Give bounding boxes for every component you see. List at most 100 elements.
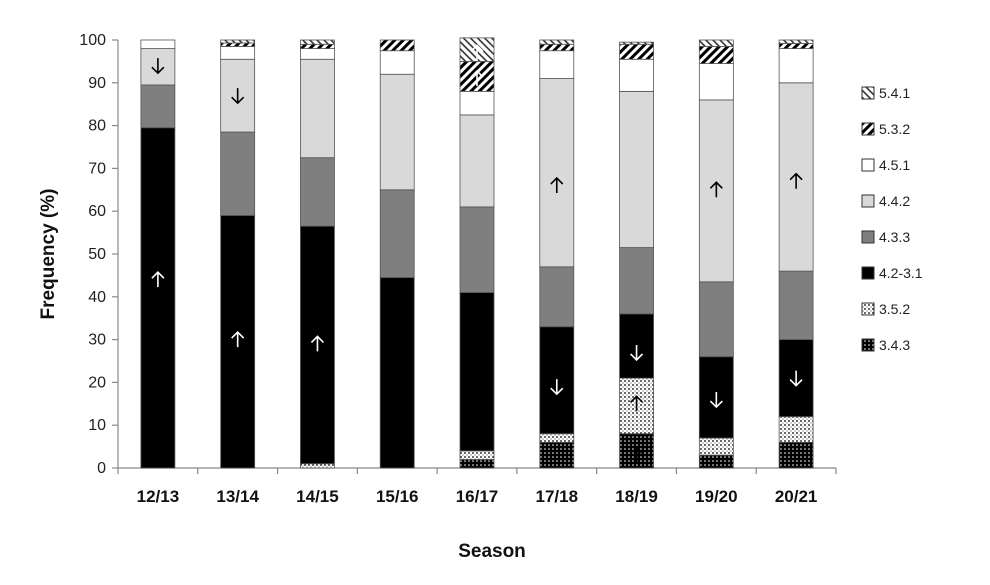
arrow-down-icon	[629, 344, 644, 362]
bar-segment-4-3-3	[459, 206, 495, 293]
y-tick-label: 10	[88, 417, 106, 434]
bar-segment-4-3-3	[619, 247, 654, 315]
bar-segment-5-3-2	[220, 42, 256, 47]
bar-segment-4-3-3	[539, 266, 575, 328]
arrow-down-icon	[789, 370, 803, 387]
bar-segment-5-3-2	[300, 43, 335, 49]
trend-arrows	[151, 44, 803, 463]
bar-segment-4-2-3-1	[140, 127, 176, 469]
legend-swatch	[861, 230, 875, 244]
x-tick-label: 15/16	[376, 487, 419, 506]
bar-segment-4-4-2	[379, 73, 415, 191]
legend-item: 4.2-3.1	[861, 265, 923, 281]
bar-segment-4-5-1	[459, 90, 495, 116]
bar-segment-5-3-2	[698, 46, 734, 64]
x-tick-label: 13/14	[216, 487, 259, 506]
arrow-down-icon	[709, 392, 723, 409]
legend-item: 5.3.2	[861, 121, 910, 137]
legend-label: 5.3.2	[879, 121, 910, 137]
bar-segment-4-3-3	[698, 281, 734, 358]
x-tick-label: 16/17	[456, 487, 499, 506]
y-tick-label: 60	[88, 203, 106, 220]
bar-segment-4-5-1	[379, 50, 415, 75]
legend-label: 4.3.3	[879, 229, 910, 245]
y-tick-label: 30	[88, 332, 106, 349]
bar-segment-5-4-1	[539, 39, 575, 45]
y-tick-label: 70	[88, 160, 106, 177]
y-tick-label: 50	[88, 246, 106, 263]
y-axis-title: Frequency (%)	[38, 189, 59, 320]
bar-segment-5-3-2	[778, 43, 814, 49]
x-tick-label: 14/15	[296, 487, 339, 506]
x-tick-label: 19/20	[695, 487, 738, 506]
legend-label: 3.5.2	[879, 301, 910, 317]
bar-segment-4-2-3-1	[379, 277, 415, 469]
bar-stack-16-17	[459, 37, 495, 469]
bar-segment-4-5-1	[698, 63, 734, 101]
bar-segment-4-3-3	[220, 131, 256, 216]
legend: 5.4.1 5.3.2 4.5.1 4.4.2 4.3.3 4.2-3.1 3.5.2 3.4…	[861, 85, 923, 353]
x-tick-label: 12/13	[137, 487, 180, 506]
bar-segment-5-3-2	[539, 43, 575, 52]
y-tick-label: 0	[97, 460, 106, 477]
bar-segment-4-5-1	[539, 50, 575, 79]
bar-segment-4-5-1	[140, 39, 176, 49]
bar-segment-4-4-2	[619, 90, 654, 248]
y-tick-label: 100	[79, 32, 106, 49]
x-axis-title: Season	[458, 541, 526, 562]
bar-segment-4-3-3	[140, 84, 176, 129]
legend-swatch	[861, 302, 875, 316]
arrow-up-icon	[629, 446, 644, 463]
legend-item: 5.4.1	[861, 85, 910, 101]
legend-swatch	[861, 194, 875, 208]
bar-segment-5-4-1	[619, 41, 654, 45]
axis-labels: 0 10 20 30 40 50 60 70 80 90 100 12/13 13/14 14/15 15/…	[38, 32, 817, 562]
bar-segment-5-3-2	[619, 43, 654, 60]
legend-item: 4.3.3	[861, 229, 910, 245]
arrow-up-icon	[629, 395, 644, 412]
bar-segment-5-4-1	[698, 39, 734, 47]
arrow-up-icon	[470, 69, 484, 87]
legend-item: 4.4.2	[861, 193, 910, 209]
x-tick-label: 17/18	[536, 487, 579, 506]
bar-segment-4-2-3-1	[459, 292, 495, 452]
legend-swatch	[861, 338, 875, 352]
bar-segment-5-4-1	[300, 39, 335, 45]
y-tick-label: 40	[88, 289, 106, 306]
legend-swatch	[861, 122, 875, 136]
bar-segment-3-5-2	[539, 433, 575, 443]
legend-swatch	[861, 86, 875, 100]
arrow-up-icon	[231, 330, 245, 348]
legend-item: 3.4.3	[861, 337, 910, 353]
bar-segment-3-4-3	[459, 459, 495, 469]
arrow-down-icon	[231, 88, 245, 105]
bar-stack-18-19	[619, 41, 654, 469]
bar-segment-3-5-2	[300, 463, 335, 469]
bar-segment-3-4-3	[539, 441, 575, 469]
arrow-up-icon	[709, 181, 723, 198]
bar-segment-4-3-3	[300, 157, 335, 227]
legend-label: 4.5.1	[879, 157, 910, 173]
bar-segment-3-5-2	[778, 416, 814, 443]
legend-label: 3.4.3	[879, 337, 910, 353]
bar-segment-4-5-1	[619, 58, 654, 92]
legend-label: 4.2-3.1	[879, 265, 923, 281]
arrow-down-icon	[550, 379, 564, 396]
legend-label: 4.4.2	[879, 193, 910, 209]
legend-swatch	[861, 266, 875, 280]
bar-segment-3-4-3	[698, 454, 734, 469]
y-tick-label: 20	[88, 374, 106, 391]
bar-stack-15-16	[379, 39, 415, 469]
bar-segment-4-4-2	[539, 78, 575, 268]
bar-stack-20-21	[778, 39, 814, 469]
bar-segment-4-5-1	[220, 46, 256, 60]
bar-stack-12-13	[140, 39, 176, 469]
arrow-up-icon	[550, 176, 564, 194]
arrow-down-icon	[151, 58, 165, 75]
legend-item: 4.5.1	[861, 157, 910, 173]
legend-label: 5.4.1	[879, 85, 910, 101]
bar-segment-4-5-1	[300, 48, 335, 60]
bar-stack-14-15	[300, 39, 335, 469]
